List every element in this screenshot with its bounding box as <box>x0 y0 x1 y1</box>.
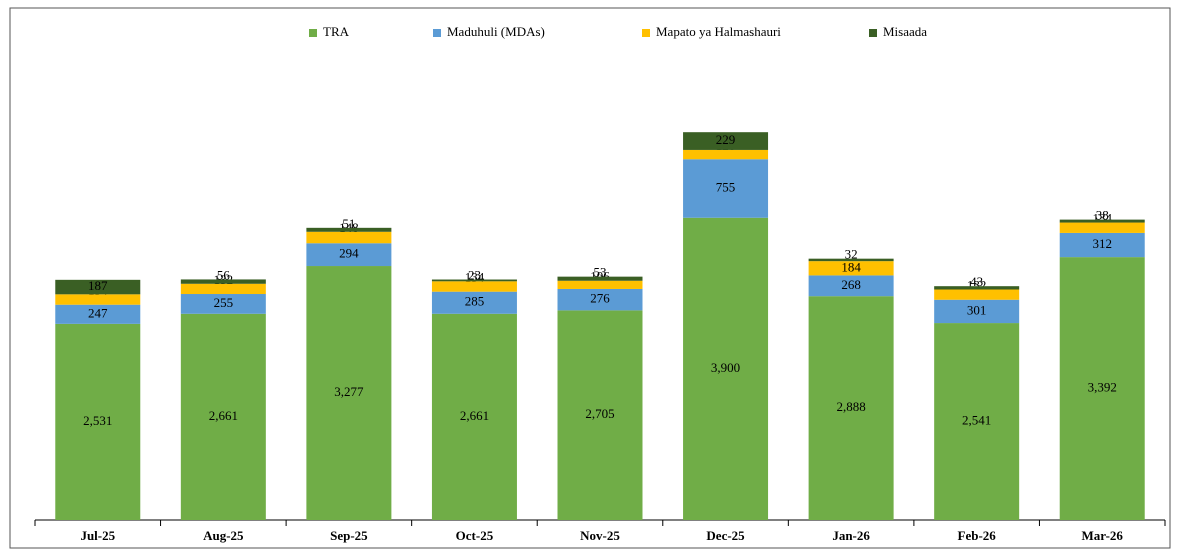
bar-segment <box>306 231 392 244</box>
x-tick-label: Sep-25 <box>330 528 368 543</box>
bar-segment <box>808 275 894 297</box>
data-label: 268 <box>841 277 861 292</box>
bar-segment <box>306 227 392 232</box>
bar-segment <box>431 281 517 292</box>
data-label: 23 <box>468 268 481 283</box>
bar-segment <box>1059 257 1145 520</box>
bar-segment <box>934 299 1020 324</box>
data-label: 43 <box>970 274 983 289</box>
bar-segment <box>683 217 769 520</box>
data-label: 2,661 <box>460 408 489 423</box>
data-label: 3,900 <box>711 360 740 375</box>
bar-segment <box>55 279 141 295</box>
x-tick-label: Jan-26 <box>832 528 870 543</box>
bar-segment <box>55 323 141 520</box>
legend-swatch <box>642 29 650 37</box>
bar-segment <box>808 296 894 520</box>
legend-swatch <box>309 29 317 37</box>
data-label: 2,531 <box>83 413 112 428</box>
x-tick-label: Feb-26 <box>958 528 997 543</box>
bar-segment <box>180 279 266 284</box>
x-tick-label: Dec-25 <box>706 528 745 543</box>
bar-segment <box>1059 222 1145 233</box>
data-label: 301 <box>967 302 987 317</box>
chart-frame <box>9 7 1171 549</box>
data-label: 2,661 <box>209 408 238 423</box>
data-label: 2,541 <box>962 413 991 428</box>
bar-segment <box>934 289 1020 300</box>
data-label: 285 <box>465 294 485 309</box>
bar-segment <box>431 313 517 520</box>
bar-segment <box>431 279 517 282</box>
data-label: 184 <box>841 259 861 274</box>
data-label: 3,392 <box>1088 380 1117 395</box>
bar-segment <box>934 323 1020 520</box>
bar-segment <box>683 132 769 150</box>
data-label: 755 <box>716 179 736 194</box>
data-label: 276 <box>590 291 610 306</box>
bar-segment <box>557 310 643 520</box>
x-tick-label: Oct-25 <box>456 528 494 543</box>
bar-segment <box>306 243 392 267</box>
data-label: 2,888 <box>836 399 865 414</box>
legend-swatch <box>433 29 441 37</box>
bar-segment <box>431 291 517 314</box>
x-tick-label: Aug-25 <box>203 528 244 543</box>
data-label: 255 <box>214 295 234 310</box>
data-label: 51 <box>342 216 355 231</box>
bar-segment <box>1059 232 1145 258</box>
bar-segment <box>180 294 266 314</box>
data-label: 294 <box>339 246 359 261</box>
x-tick-label: Jul-25 <box>80 528 115 543</box>
bar-segment <box>1059 219 1145 223</box>
bar-segment <box>55 304 141 324</box>
bar-segment <box>934 286 1020 290</box>
bar-segment <box>180 313 266 520</box>
data-label: 3,277 <box>334 384 364 399</box>
bar-segment <box>557 288 643 311</box>
data-label: 38 <box>1096 208 1109 223</box>
legend-swatch <box>869 29 877 37</box>
x-tick-label: Mar-26 <box>1082 528 1124 543</box>
data-label: 312 <box>1092 236 1112 251</box>
bar-segment <box>180 283 266 295</box>
data-label: 187 <box>88 278 108 293</box>
legend-label: TRA <box>323 24 350 39</box>
legend-label: Mapato ya Halmashauri <box>656 24 781 39</box>
bar-segment <box>808 261 894 276</box>
bar-segment <box>557 276 643 281</box>
bar-segment <box>306 266 392 520</box>
bar-segment <box>683 149 769 160</box>
bar-segment <box>683 159 769 218</box>
data-label: 229 <box>716 132 736 147</box>
data-label: 247 <box>88 305 108 320</box>
legend-label: Misaada <box>883 24 927 39</box>
data-label: 53 <box>594 265 607 280</box>
x-tick-label: Nov-25 <box>580 528 620 543</box>
data-label: 56 <box>217 267 231 282</box>
legend-label: Maduhuli (MDAs) <box>447 24 545 39</box>
bar-segment <box>55 294 141 305</box>
bar-segment <box>557 280 643 289</box>
data-label: 32 <box>845 247 858 262</box>
bar-segment <box>808 258 894 262</box>
data-label: 2,705 <box>585 406 614 421</box>
